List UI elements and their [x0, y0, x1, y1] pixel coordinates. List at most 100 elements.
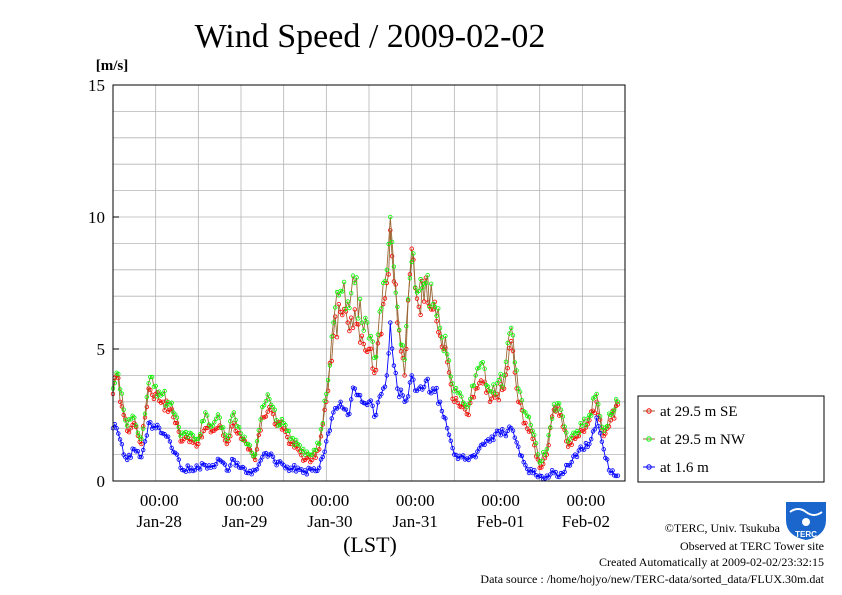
data-point: [553, 469, 558, 475]
data-point: [585, 416, 590, 421]
legend-marker: [646, 464, 652, 470]
data-point: [446, 432, 452, 437]
data-point: [514, 440, 519, 445]
x-hour-tick-label: 00:00: [567, 491, 606, 510]
data-point: [480, 360, 485, 365]
data-point: [370, 403, 375, 408]
data-point: [469, 383, 475, 389]
data-point: [345, 299, 350, 304]
data-point: [119, 442, 125, 447]
data-point: [192, 468, 197, 473]
legend-label: at 29.5 m NW: [660, 432, 746, 448]
y-tick-label: 0: [97, 472, 106, 491]
data-point: [539, 458, 544, 464]
series-line: [112, 216, 619, 464]
data-point: [418, 312, 423, 318]
data-point: [389, 239, 395, 245]
data-point: [548, 425, 553, 430]
data-point: [370, 339, 375, 344]
data-point: [466, 412, 471, 418]
data-point: [477, 365, 482, 370]
data-point: [610, 468, 615, 473]
data-point: [267, 397, 272, 402]
data-point: [548, 472, 553, 477]
data-point: [146, 381, 151, 386]
data-point: [292, 463, 297, 468]
data-point: [592, 394, 597, 400]
data-point: [180, 467, 185, 473]
axes: 0 5 10 15 00:00 Jan-28 00:00 Jan-29 00:00 Jan-30 0…: [88, 76, 610, 531]
data-point: [512, 360, 517, 365]
data-source-text: Data source : /home/hojyo/new/TERC-data/…: [480, 572, 824, 586]
data-point: [389, 254, 395, 259]
series-2: [110, 214, 621, 465]
data-point: [530, 428, 535, 433]
data-point: [565, 444, 571, 449]
data-point: [597, 430, 603, 436]
data-point: [302, 468, 308, 473]
terc-logo-drop: [802, 518, 810, 526]
data-point: [535, 452, 541, 457]
data-point: [500, 384, 505, 389]
data-point: [349, 315, 354, 320]
data-point: [276, 459, 281, 464]
data-point: [188, 465, 194, 470]
data-point: [379, 306, 384, 311]
data-point: [185, 435, 190, 440]
data-point: [349, 397, 354, 402]
data-point: [373, 412, 379, 418]
data-point: [156, 389, 162, 394]
data-point: [560, 414, 565, 419]
data-point: [384, 267, 389, 272]
data-point: [574, 454, 580, 460]
data-point: [366, 346, 372, 352]
data-point: [494, 428, 500, 433]
data-point: [190, 440, 196, 445]
data-point: [487, 399, 493, 404]
data-point: [386, 272, 391, 277]
data-point: [400, 393, 405, 398]
data-point: [416, 288, 421, 294]
x-date-tick-label: Feb-01: [476, 512, 524, 531]
data-point: [363, 315, 368, 321]
data-point: [594, 415, 599, 420]
data-point: [121, 412, 126, 418]
data-point: [263, 450, 269, 456]
data-point: [356, 392, 361, 398]
x-hour-tick-label: 00:00: [225, 491, 264, 510]
series-1: [110, 227, 621, 470]
data-point: [197, 432, 203, 437]
data-point: [254, 447, 260, 452]
observed-text: Observed at TERC Tower site: [680, 539, 824, 553]
data-point: [537, 473, 542, 478]
data-point: [133, 423, 139, 428]
data-point: [443, 416, 448, 421]
data-point: [491, 437, 496, 443]
data-point: [345, 320, 350, 325]
data-point: [517, 389, 523, 394]
data-point: [509, 325, 514, 331]
x-date-tick-label: Jan-29: [222, 512, 267, 531]
data-point: [608, 418, 613, 423]
data-point: [523, 420, 528, 426]
data-point: [503, 433, 509, 439]
data-point: [135, 449, 141, 454]
data-point: [176, 457, 181, 462]
data-point: [231, 410, 237, 415]
data-point: [311, 447, 317, 453]
series-3: [110, 320, 621, 482]
data-point: [224, 468, 229, 473]
data-point: [124, 457, 130, 463]
data-point: [493, 432, 498, 437]
data-point: [555, 401, 560, 406]
data-point: [494, 391, 500, 397]
data-point: [565, 463, 571, 468]
data-point: [341, 279, 347, 285]
data-point: [217, 415, 222, 420]
data-point: [139, 455, 144, 460]
data-point: [368, 398, 373, 403]
data-point: [322, 407, 327, 412]
data-point: [420, 285, 425, 291]
data-point: [197, 467, 203, 472]
legend-marker: [646, 436, 652, 442]
